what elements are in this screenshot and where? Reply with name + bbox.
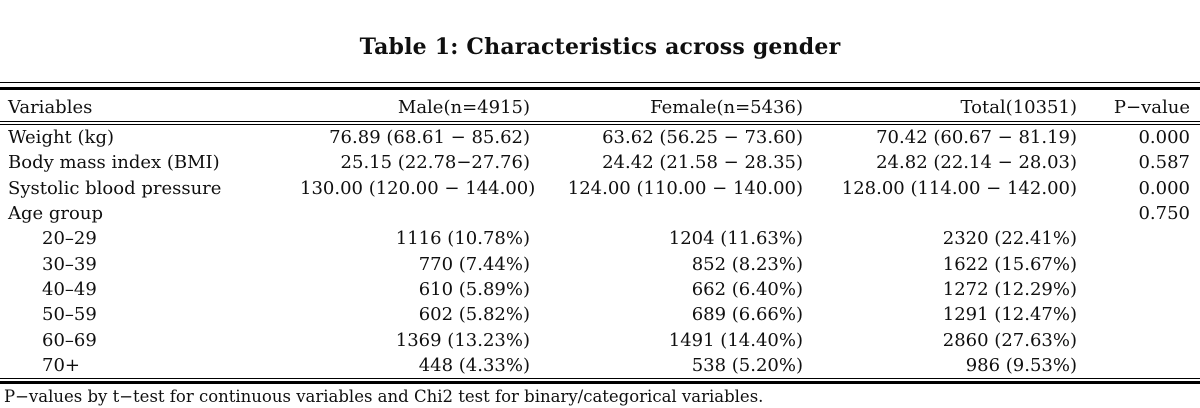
cell-female: 852 (8.23%) <box>691 253 803 275</box>
table-row: 50–59 602 (5.82%) 689 (6.66%) 1291 (12.4… <box>0 302 1200 327</box>
cell-male: 770 (7.44%) <box>418 253 530 275</box>
table-row: 40–49 610 (5.89%) 662 (6.40%) 1272 (12.2… <box>0 277 1200 302</box>
table-row: 20–29 1116 (10.78%) 1204 (11.63%) 2320 (… <box>0 226 1200 251</box>
table-row: Weight (kg) 76.89 (68.61 − 85.62) 63.62 … <box>0 125 1200 150</box>
cell-total: 2320 (22.41%) <box>942 228 1077 250</box>
table-row: 60–69 1369 (13.23%) 1491 (14.40%) 2860 (… <box>0 327 1200 352</box>
cell-total: 70.42 (60.67 − 81.19) <box>876 127 1077 149</box>
cell-female: 662 (6.40%) <box>691 278 803 300</box>
table-row: 70+ 448 (4.33%) 538 (5.20%) 986 (9.53%) <box>0 353 1200 378</box>
table-row: Body mass index (BMI) 25.15 (22.78−27.76… <box>0 150 1200 175</box>
cell-variable: 30–39 <box>42 253 97 275</box>
bottom-rule <box>0 377 1200 384</box>
cell-variable: Systolic blood pressure <box>8 177 222 199</box>
cell-female: 63.62 (56.25 − 73.60) <box>602 127 803 149</box>
table-row: 30–39 770 (7.44%) 852 (8.23%) 1622 (15.6… <box>0 251 1200 276</box>
column-header-pvalue: P−value <box>1113 97 1190 118</box>
cell-male: 602 (5.82%) <box>418 304 530 326</box>
cell-total: 1272 (12.29%) <box>942 278 1077 300</box>
cell-variable: Age group <box>8 203 103 225</box>
table-body: Weight (kg) 76.89 (68.61 − 85.62) 63.62 … <box>0 125 1200 378</box>
cell-female: 124.00 (110.00 − 140.00) <box>567 177 803 199</box>
cell-variable: Body mass index (BMI) <box>8 152 220 174</box>
table-header-row: Variables Male(n=4915) Female(n=5436) To… <box>0 90 1200 121</box>
cell-male: 76.89 (68.61 − 85.62) <box>329 127 530 149</box>
cell-total: 2860 (27.63%) <box>942 329 1077 351</box>
table-row: Age group 0.750 <box>0 201 1200 226</box>
cell-variable: Weight (kg) <box>8 127 114 149</box>
cell-male: 1369 (13.23%) <box>395 329 530 351</box>
cell-female: 1204 (11.63%) <box>668 228 803 250</box>
column-header-female: Female(n=5436) <box>650 97 803 118</box>
cell-total: 1291 (12.47%) <box>942 304 1077 326</box>
cell-variable: 60–69 <box>42 329 97 351</box>
cell-total: 24.82 (22.14 − 28.03) <box>876 152 1077 174</box>
column-header-male: Male(n=4915) <box>397 97 530 118</box>
cell-total: 128.00 (114.00 − 142.00) <box>841 177 1077 199</box>
cell-male: 130.00 (120.00 − 144.00) <box>300 177 536 199</box>
table-footnote: P−values by t−test for continuous variab… <box>4 386 764 406</box>
cell-male: 1116 (10.78%) <box>395 228 530 250</box>
cell-variable: 50–59 <box>42 304 97 326</box>
cell-male: 25.15 (22.78−27.76) <box>340 152 530 174</box>
cell-variable: 20–29 <box>42 228 97 250</box>
cell-female: 689 (6.66%) <box>691 304 803 326</box>
cell-female: 538 (5.20%) <box>691 354 803 376</box>
cell-male: 610 (5.89%) <box>418 278 530 300</box>
cell-pvalue: 0.000 <box>1138 177 1190 199</box>
top-rule <box>0 82 1200 90</box>
cell-pvalue: 0.587 <box>1138 152 1190 174</box>
cell-total: 986 (9.53%) <box>965 354 1077 376</box>
header-rule <box>0 121 1200 125</box>
cell-male: 448 (4.33%) <box>418 354 530 376</box>
column-header-variables: Variables <box>8 97 93 118</box>
cell-female: 1491 (14.40%) <box>668 329 803 351</box>
cell-total: 1622 (15.67%) <box>942 253 1077 275</box>
table-caption: Table 1: Characteristics across gender <box>359 34 841 60</box>
cell-female: 24.42 (21.58 − 28.35) <box>602 152 803 174</box>
cell-variable: 40–49 <box>42 278 97 300</box>
cell-variable: 70+ <box>42 354 80 376</box>
column-header-total: Total(10351) <box>960 97 1077 118</box>
cell-pvalue: 0.000 <box>1138 127 1190 149</box>
table-row: Systolic blood pressure 130.00 (120.00 −… <box>0 176 1200 201</box>
cell-pvalue: 0.750 <box>1138 203 1190 225</box>
